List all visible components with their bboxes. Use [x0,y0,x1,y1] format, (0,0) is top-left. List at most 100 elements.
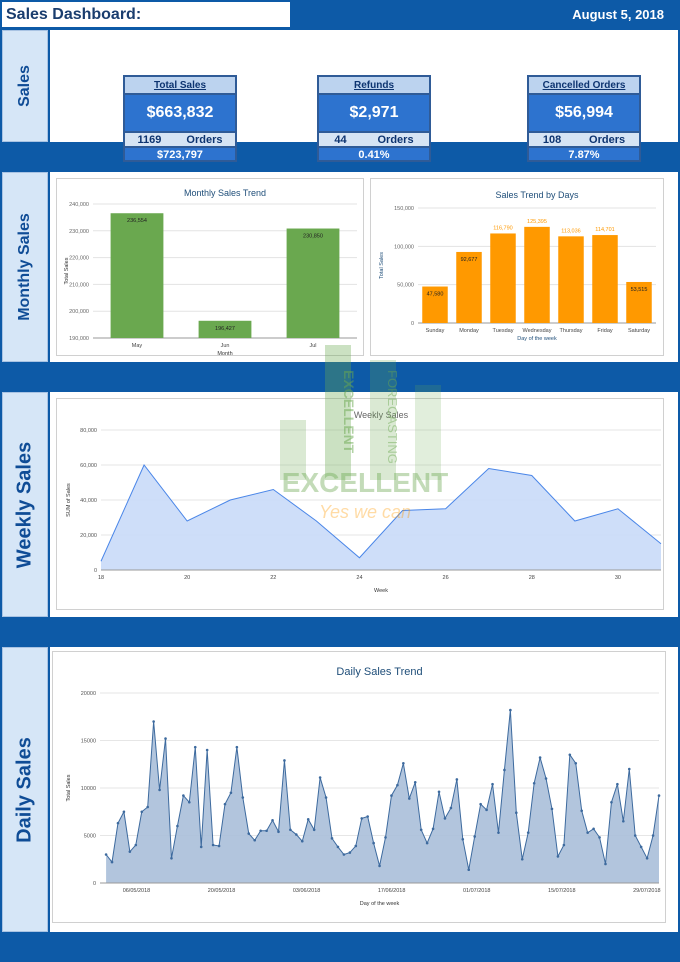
data-point [407,797,411,800]
y-tick-label: 5000 [84,834,96,840]
data-point [336,845,340,849]
y-tick-label: 240,000 [69,202,89,208]
kpi-orders-count: 1169 [137,134,162,146]
data-point [324,796,328,799]
x-tick-label: 01/07/2018 [463,888,491,894]
data-point [128,850,132,853]
data-point [390,794,393,797]
data-point [330,837,334,840]
data-point [116,821,120,825]
y-tick-label: 220,000 [69,256,89,262]
y-tick-label: 10000 [81,786,96,792]
data-point [449,806,453,810]
x-tick-label: Friday [597,328,613,334]
area-fill [106,710,659,883]
data-point [235,745,239,749]
data-label: 113,036 [561,228,580,234]
x-tick-label: Tuesday [493,328,514,334]
data-point [110,860,114,864]
y-tick-label: 150,000 [394,206,414,212]
data-point [413,781,417,784]
y-axis-label: Total Sales [64,257,70,284]
monthly-sales-chart-card: Monthly Sales Trend 190,000 200,000 210,000… [56,178,364,357]
data-point [188,800,191,804]
section-label-daily: Daily Sales [2,647,48,932]
data-point [402,762,405,765]
data-point [657,794,661,797]
y-tick-label: 40,000 [80,498,97,504]
y-tick-label: 20,000 [80,533,97,539]
x-tick-label: 17/06/2018 [378,888,406,894]
data-point [425,841,429,845]
data-point [479,802,482,806]
data-point [247,832,251,835]
chart-title: Sales Trend by Days [495,190,579,200]
x-axis-label: Month [217,351,232,355]
data-point [550,807,554,811]
bar [524,226,550,323]
kpi-cancelled-orders: Cancelled Orders $56,994 108 Orders 7.87% [527,75,641,162]
data-point [485,808,488,812]
x-axis-label: Day of the week [517,336,557,342]
y-tick-label: 200,000 [69,309,89,315]
data-point [544,777,548,780]
data-point [348,851,352,854]
x-tick-label: Thursday [560,328,583,334]
days-sales-chart-card: Sales Trend by Days 0 50,000 100,000 150,000… [370,178,664,356]
data-point [437,790,441,794]
data-point [318,776,322,779]
data-point [461,838,465,841]
kpi-title: Cancelled Orders [529,77,639,95]
y-axis-label: Total Sales [379,252,385,279]
data-point [158,788,161,792]
data-point [473,835,476,838]
dashboard-title: Sales Dashboard: [2,2,290,27]
chart-title: Monthly Sales Trend [184,188,266,198]
kpi-value: $2,971 [319,95,429,131]
y-tick-label: 210,000 [69,282,89,288]
data-point [122,810,126,814]
data-point [616,782,619,786]
x-tick-label: Jul [309,343,316,349]
data-point [134,843,138,847]
kpi-bottom-value: $723,797 [125,146,235,161]
data-point [598,836,601,839]
data-label: 92,677 [461,257,478,263]
y-axis-label: SUM of Sales [66,483,72,517]
data-point [497,831,500,834]
x-tick-label: 24 [356,575,362,581]
x-tick-label: 20/05/2018 [208,888,236,894]
data-label: 53,515 [631,287,648,293]
data-point [503,768,506,772]
data-point [610,800,613,804]
kpi-title: Refunds [319,77,429,95]
data-point [384,836,387,839]
data-point [354,844,358,848]
data-point [342,853,346,856]
data-point [283,759,286,762]
data-point [306,818,310,821]
kpi-orders-count: 44 [334,134,347,146]
x-tick-label: 22 [270,575,276,581]
chart-title: Weekly Sales [354,410,409,420]
data-point [627,767,631,771]
x-axis-label: Week [374,588,388,594]
data-point [639,845,643,849]
data-point [211,843,215,847]
data-point [467,868,471,871]
x-tick-label: 06/05/2018 [123,888,151,894]
data-point [140,810,144,814]
data-point [300,839,304,843]
data-point [164,737,167,740]
kpi-bottom-value: 7.87% [529,146,639,161]
kpi-orders-count: 108 [542,134,562,146]
x-tick-label: 18 [98,575,104,581]
data-point [199,845,203,849]
data-point [271,819,274,822]
x-tick-label: 28 [529,575,535,581]
x-tick-label: 20 [184,575,190,581]
monthly-sales-chart: Monthly Sales Trend 190,000 200,000 210,000… [64,188,357,357]
data-point [217,844,221,848]
data-point [562,843,566,847]
data-point [431,827,435,831]
